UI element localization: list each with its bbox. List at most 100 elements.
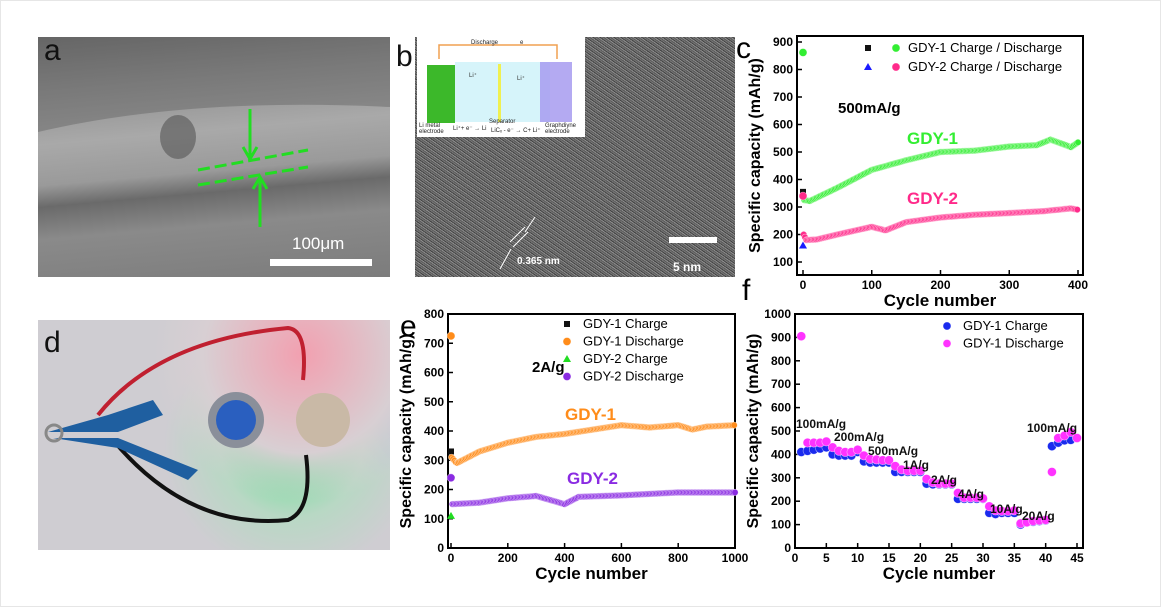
data-point bbox=[448, 448, 454, 455]
x-tick-label: 0 bbox=[800, 278, 807, 292]
inset-left-electrode: Li metal electrode bbox=[419, 123, 444, 135]
data-point bbox=[821, 436, 832, 447]
annotation: 4A/g bbox=[958, 487, 984, 501]
data-point bbox=[852, 444, 863, 455]
inset-electron: e bbox=[520, 40, 524, 46]
annotation: 100mA/g bbox=[796, 417, 846, 431]
legend-entry: GDY-1 Discharge bbox=[963, 336, 1064, 351]
series-gdy-2-charge bbox=[447, 511, 455, 519]
legend-entry: GDY-2 Charge / Discharge bbox=[908, 59, 1062, 74]
series-gdy-1-charge bbox=[448, 448, 454, 455]
y-tick-label: 1000 bbox=[764, 307, 791, 321]
annotation: 200mA/g bbox=[834, 430, 884, 444]
series-gdy-1-discharge bbox=[446, 331, 738, 467]
data-point bbox=[915, 465, 926, 476]
x-tick-label: 25 bbox=[945, 551, 959, 565]
data-point bbox=[1072, 433, 1082, 443]
x-tick-label: 30 bbox=[976, 551, 990, 565]
legend: GDY-1 Charge GDY-1 Discharge GDY-2 Charge G… bbox=[562, 316, 684, 384]
legend-marker bbox=[562, 372, 572, 381]
y-tick-label: 700 bbox=[773, 90, 793, 104]
led-demo-photo bbox=[38, 320, 390, 550]
x-tick-label: 5 bbox=[823, 551, 830, 565]
annotation: 20A/g bbox=[1022, 509, 1055, 523]
y-tick-label: 600 bbox=[773, 118, 793, 132]
x-tick-label: 200 bbox=[930, 278, 950, 292]
x-tick-label: 800 bbox=[668, 551, 688, 565]
x-axis-label: Cycle number bbox=[535, 564, 648, 583]
x-tick-label: 200 bbox=[498, 551, 518, 565]
x-tick-label: 300 bbox=[999, 278, 1019, 292]
scale-bar-label: 5 nm bbox=[673, 260, 702, 274]
x-tick-label: 10 bbox=[851, 551, 865, 565]
chart-e: 0 200 400 600 800 1000 0 100 200 300 400 500 600 700 8… bbox=[398, 307, 749, 583]
x-tick-label: 20 bbox=[914, 551, 928, 565]
annotation: 100mA/g bbox=[1027, 421, 1077, 435]
y-tick-label: 400 bbox=[773, 173, 793, 187]
inset-ion: Li⁺ bbox=[517, 76, 525, 82]
legend-marker bbox=[564, 321, 570, 327]
legend-entry: GDY-1 Charge / Discharge bbox=[908, 40, 1062, 55]
data-point bbox=[798, 48, 808, 57]
chart-c: 0 100 200 300 400 100 200 300 400 500 600 700 800 900… bbox=[736, 32, 1088, 310]
sem-image: 100μm bbox=[38, 37, 390, 277]
series-gdy-2-discharge bbox=[798, 191, 1081, 244]
data-point bbox=[730, 421, 738, 429]
data-point bbox=[798, 191, 808, 201]
x-tick-label: 35 bbox=[1008, 551, 1022, 565]
legend-marker bbox=[942, 321, 952, 331]
y-tick-label: 800 bbox=[771, 354, 791, 368]
y-axis-label: Specific capacity (mAh/g) bbox=[745, 334, 762, 529]
y-tick-label: 700 bbox=[771, 377, 791, 391]
chart-f: 0 5 10 15 20 25 30 35 40 45 0 100 200 300 400 500 600 700… bbox=[742, 274, 1084, 583]
data-point bbox=[447, 511, 455, 519]
x-tick-label: 45 bbox=[1070, 551, 1084, 565]
legend-marker bbox=[563, 355, 571, 362]
y-tick-label: 200 bbox=[771, 494, 791, 508]
lattice-spacing-label: 0.365 nm bbox=[517, 256, 560, 267]
x-tick-label: 40 bbox=[1039, 551, 1053, 565]
series-gdy-2-charge bbox=[799, 241, 807, 249]
y-tick-label: 300 bbox=[424, 453, 444, 467]
data-point bbox=[1047, 467, 1057, 477]
data-point bbox=[1009, 505, 1020, 516]
y-tick-label: 100 bbox=[771, 518, 791, 532]
legend: GDY-1 Charge GDY-1 Discharge bbox=[942, 318, 1064, 351]
x-tick-label: 400 bbox=[555, 551, 575, 565]
legend-entry: GDY-1 Charge bbox=[963, 318, 1048, 333]
annotation: GDY-2 bbox=[567, 469, 618, 488]
tem-image: Discharge e Li⁺ Li⁺ Li metal electrode L… bbox=[415, 37, 735, 277]
panel-label-d: d bbox=[44, 326, 61, 359]
y-axis-label: Specific capacity (mAh/g) bbox=[747, 58, 764, 253]
annotation: 500mA/g bbox=[838, 100, 901, 117]
annotation: 10A/g bbox=[990, 502, 1023, 516]
annotation: GDY-1 bbox=[565, 405, 616, 424]
thickness-marker bbox=[197, 109, 309, 227]
y-tick-label: 900 bbox=[773, 35, 793, 49]
data-point bbox=[1040, 515, 1051, 525]
y-tick-label: 0 bbox=[437, 541, 444, 555]
series-gdy-1-discharge bbox=[798, 48, 1082, 205]
inset-separator: Separator bbox=[489, 119, 516, 125]
x-axis-label: Cycle number bbox=[884, 291, 997, 310]
legend-marker bbox=[562, 337, 572, 346]
annotation: GDY-1 bbox=[907, 129, 958, 148]
panel-label-e: e bbox=[400, 310, 417, 343]
battery-inset: Discharge e Li⁺ Li⁺ Li metal electrode L… bbox=[417, 37, 585, 137]
inset-ion: Li⁺ bbox=[469, 73, 477, 79]
data-point bbox=[446, 473, 456, 483]
annotation: 1A/g bbox=[903, 458, 929, 472]
x-tick-label: 15 bbox=[882, 551, 896, 565]
x-axis-label: Cycle number bbox=[883, 564, 996, 583]
legend-marker bbox=[865, 45, 871, 51]
x-tick-label: 0 bbox=[448, 551, 455, 565]
inset-left-reaction: Li⁺+ e⁻ → Li bbox=[453, 126, 487, 132]
y-tick-label: 100 bbox=[424, 512, 444, 526]
legend: GDY-1 Charge / Discharge GDY-2 Charge / D… bbox=[864, 40, 1062, 74]
panel-label-c: c bbox=[736, 32, 751, 65]
inset-discharge: Discharge bbox=[471, 40, 499, 46]
panel-label-a: a bbox=[44, 34, 61, 67]
y-tick-label: 0 bbox=[784, 541, 791, 555]
legend-entry: GDY-1 Discharge bbox=[583, 334, 684, 349]
y-tick-label: 600 bbox=[424, 366, 444, 380]
